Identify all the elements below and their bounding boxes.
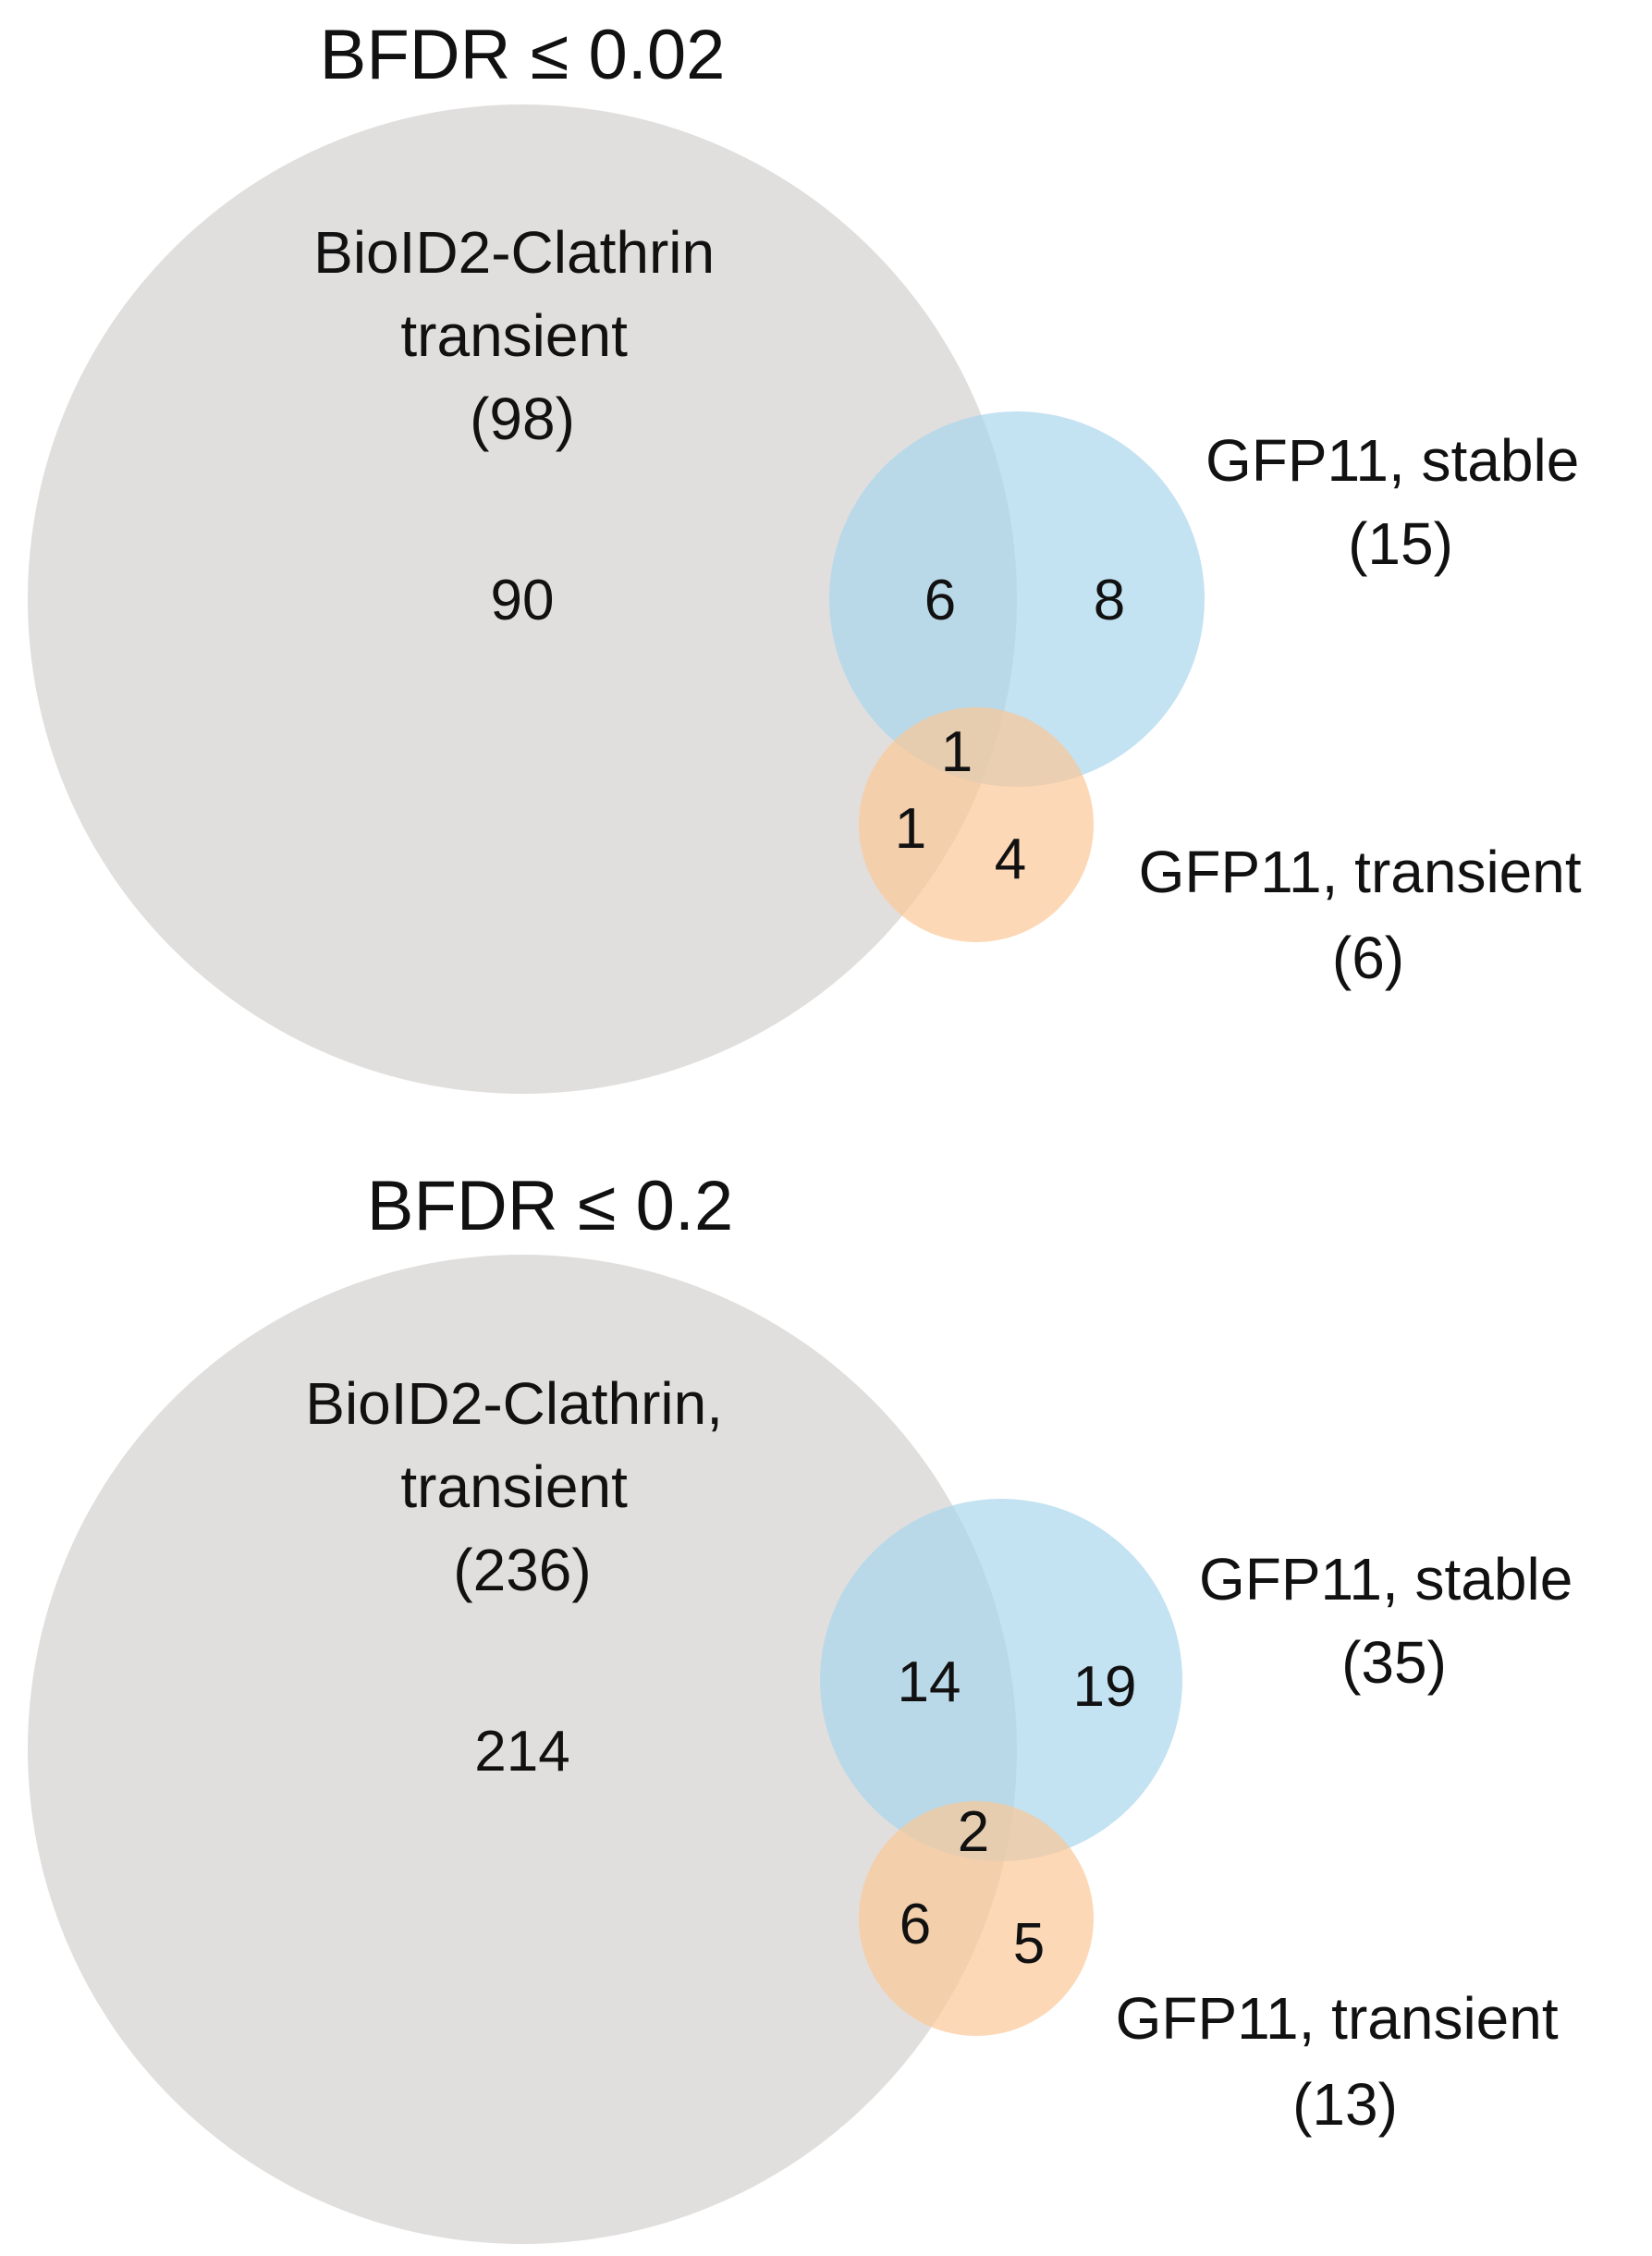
region-count-stable-only-bottom: 19 bbox=[1073, 1655, 1137, 1719]
set-label-gfp11-stable-top: GFP11, stable (15) bbox=[1205, 427, 1596, 577]
region-count-all-three-bottom: 2 bbox=[958, 1800, 989, 1864]
region-count-transient-only-bottom: 5 bbox=[1013, 1912, 1045, 1976]
circle-gfp11-stable-top bbox=[829, 411, 1205, 787]
panel-title-top: BFDR ≤ 0.02 bbox=[320, 16, 726, 94]
venn-panel-top: BFDR ≤ 0.02 BioID2-Clathrin transient (9… bbox=[28, 16, 1598, 1094]
set-label-gfp11-transient-bottom: GFP11, transient (13) bbox=[1116, 1985, 1575, 2138]
circle-gfp11-stable-bottom bbox=[820, 1499, 1182, 1861]
set-label-biolid2-clathrin-top: BioID2-Clathrin transient (98) bbox=[313, 219, 731, 452]
circle-biolid2-clathrin-top bbox=[28, 104, 1017, 1094]
venn-panel-bottom: BFDR ≤ 0.2 BioID2-Clathrin, transient (2… bbox=[28, 1167, 1589, 2244]
region-count-stable-only-top: 8 bbox=[1094, 569, 1125, 632]
region-count-biolid-only-bottom: 214 bbox=[474, 1720, 569, 1784]
region-count-biolid-stable-bottom: 14 bbox=[898, 1650, 961, 1714]
region-count-biolid-transient-top: 1 bbox=[895, 797, 926, 861]
circle-gfp11-transient-bottom bbox=[859, 1801, 1094, 2036]
set-label-biolid2-clathrin-bottom: BioID2-Clathrin, transient (236) bbox=[305, 1370, 740, 1603]
set-label-gfp11-transient-top: GFP11, transient (6) bbox=[1139, 839, 1598, 991]
circle-gfp11-transient-top bbox=[859, 707, 1094, 942]
set-label-gfp11-stable-bottom: GFP11, stable (35) bbox=[1199, 1546, 1589, 1696]
panel-title-bottom: BFDR ≤ 0.2 bbox=[367, 1167, 733, 1245]
region-count-biolid-stable-top: 6 bbox=[924, 569, 956, 632]
region-count-all-three-top: 1 bbox=[941, 720, 973, 784]
region-count-biolid-only-top: 90 bbox=[491, 569, 555, 632]
region-count-biolid-transient-bottom: 6 bbox=[899, 1893, 931, 1956]
circle-biolid2-clathrin-bottom bbox=[28, 1255, 1017, 2244]
region-count-transient-only-top: 4 bbox=[995, 828, 1026, 891]
